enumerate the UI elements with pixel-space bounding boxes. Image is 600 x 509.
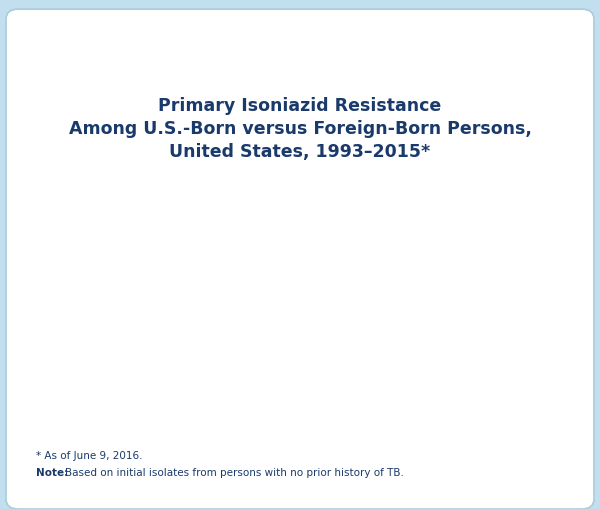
Text: Note:: Note: [36, 467, 68, 477]
X-axis label: Year: Year [309, 436, 345, 451]
Y-axis label: Resistant (%): Resistant (%) [35, 242, 49, 343]
Legend: U.S.-born, Foreign-born: U.S.-born, Foreign-born [360, 111, 570, 133]
Text: Primary Isoniazid Resistance
Among U.S.-Born versus Foreign-Born Persons,
United: Primary Isoniazid Resistance Among U.S.-… [68, 97, 532, 160]
Text: * As of June 9, 2016.: * As of June 9, 2016. [36, 450, 143, 461]
Text: Based on initial isolates from persons with no prior history of TB.: Based on initial isolates from persons w… [65, 467, 404, 477]
